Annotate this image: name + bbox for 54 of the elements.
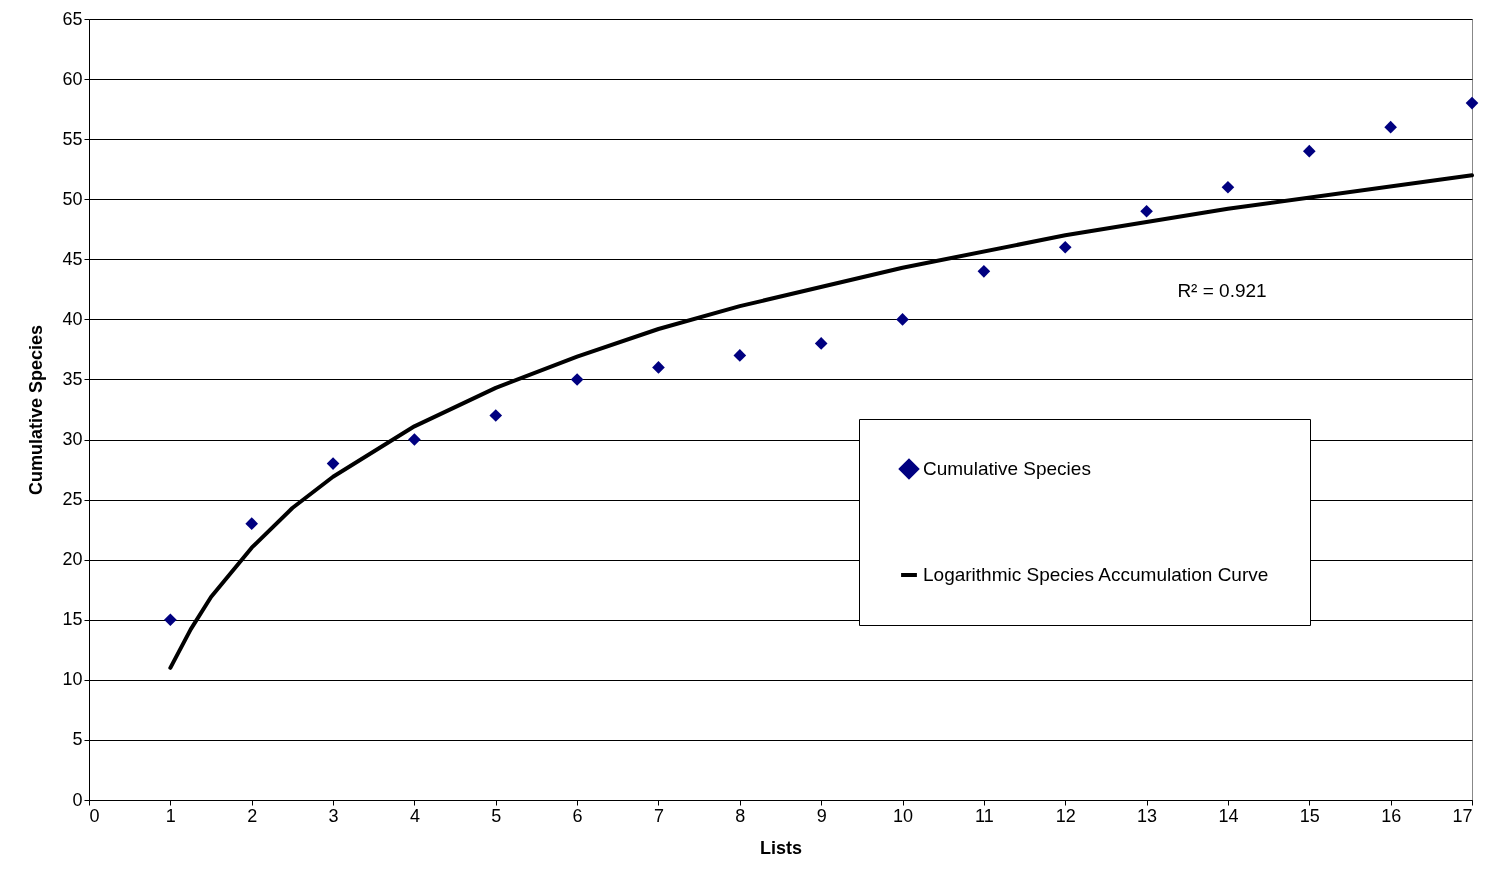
point [1140, 204, 1153, 218]
x-tick-label: 2 [247, 805, 258, 826]
y-tick-label: 45 [62, 248, 83, 269]
y-tick-label: 35 [62, 368, 83, 389]
x-tick-label: 17 [1452, 805, 1473, 826]
y-tick-label: 0 [72, 789, 83, 810]
point [652, 361, 665, 374]
x-tick-label: 4 [409, 805, 420, 826]
y-tick-label: 25 [62, 489, 83, 510]
x-tick-label: 1 [165, 805, 176, 826]
x-tick-label: 11 [975, 805, 994, 826]
y-tick-label: 5 [72, 729, 83, 750]
y-tick-label: 30 [62, 429, 83, 450]
x-tick-label: 0 [89, 805, 100, 826]
y-tick-label: 55 [62, 128, 83, 149]
point [896, 313, 909, 326]
point [1058, 240, 1072, 254]
legend-label: Cumulative Species [923, 458, 1091, 479]
x-tick-label: 13 [1137, 805, 1158, 826]
point [245, 517, 259, 530]
x-tick-label: 9 [816, 805, 827, 826]
x-tick-label: 3 [328, 805, 339, 826]
x-tick-label: 5 [491, 805, 502, 826]
y-tick-label: 40 [62, 308, 83, 329]
point [1384, 120, 1397, 134]
x-tick-label: 16 [1381, 805, 1402, 826]
x-tick-label: 15 [1299, 805, 1320, 826]
x-axis-title: Lists [759, 837, 803, 858]
x-tick-label: 14 [1218, 805, 1239, 826]
point [977, 265, 991, 278]
x-tick-label: 10 [893, 805, 914, 826]
y-axis-title: Cumulative Species [26, 324, 47, 496]
x-tick-label: 12 [1055, 805, 1076, 826]
legend-label: Logarithmic Species Accumulation Curve [923, 564, 1269, 585]
point [408, 433, 421, 446]
point [570, 373, 584, 386]
annotation: R² = 0.921 [1177, 280, 1267, 301]
x-tick-label: 7 [653, 805, 664, 826]
y-tick-label: 10 [62, 669, 83, 690]
x-tick-label: 8 [735, 805, 746, 826]
y-tick-label: 50 [62, 188, 83, 209]
point [1221, 180, 1235, 194]
point [326, 457, 340, 470]
y-tick-label: 15 [62, 609, 83, 630]
point [164, 613, 177, 627]
x-tick-label: 6 [572, 805, 583, 826]
point [1302, 144, 1316, 158]
point [489, 409, 503, 422]
point [814, 337, 828, 350]
point [733, 349, 747, 362]
y-tick-label: 60 [62, 68, 83, 89]
y-tick-label: 65 [62, 8, 83, 29]
y-tick-label: 20 [62, 549, 83, 570]
point [1465, 96, 1479, 110]
